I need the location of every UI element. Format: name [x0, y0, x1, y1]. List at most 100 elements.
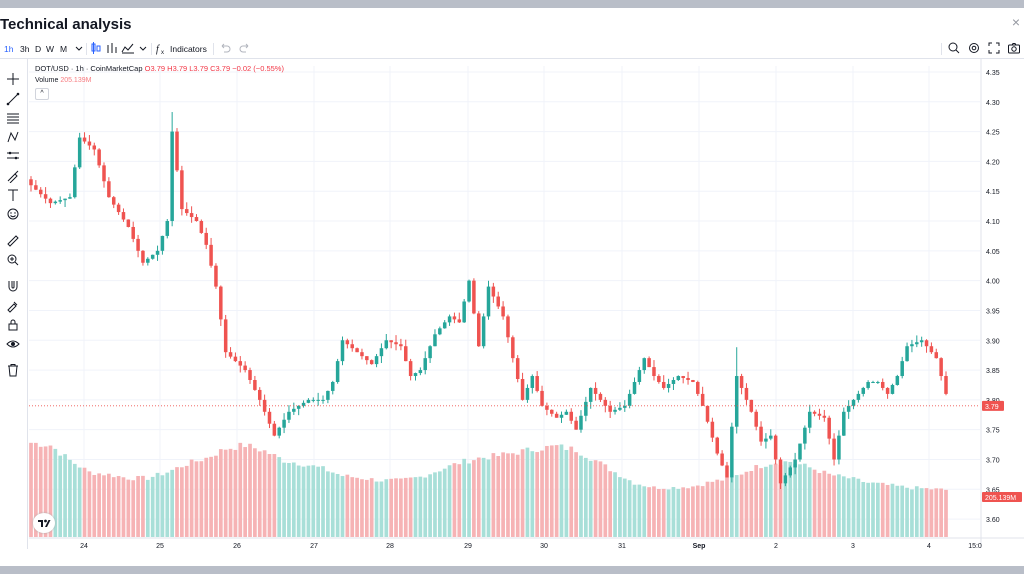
candle-body: [355, 348, 359, 353]
volume-bar: [291, 462, 296, 537]
price-tick-label: 4.20: [986, 159, 1000, 166]
interval-w[interactable]: W: [46, 44, 55, 54]
volume-bar: [618, 477, 622, 537]
candle-body: [374, 356, 379, 365]
trend-line-icon[interactable]: [6, 92, 20, 106]
candle-body: [686, 378, 690, 380]
lock-icon[interactable]: [6, 318, 20, 332]
volume-bar: [583, 457, 588, 537]
candle-body: [413, 373, 418, 377]
volume-bar: [428, 474, 432, 537]
chart-type-icon[interactable]: [121, 41, 135, 55]
candle-body: [345, 340, 350, 345]
time-tick-label: 31: [618, 543, 626, 550]
candle-body: [705, 405, 710, 422]
candle-body: [885, 387, 890, 394]
settings-icon[interactable]: [967, 41, 981, 55]
candle-body: [783, 475, 788, 484]
volume-bar: [326, 471, 330, 537]
candle-body: [734, 376, 739, 427]
candle-body: [34, 185, 38, 190]
interval-d[interactable]: D: [35, 44, 42, 54]
chevron-down-icon[interactable]: [136, 41, 150, 55]
candle-body: [627, 393, 632, 406]
time-tick-label: 24: [80, 543, 88, 550]
indicators-button[interactable]: Indicators: [170, 44, 207, 54]
magnet-icon[interactable]: [6, 279, 20, 293]
eye-icon[interactable]: [6, 337, 20, 351]
volume-bar: [686, 488, 690, 537]
volume-bar: [311, 465, 316, 537]
price-tick-label: 3.65: [986, 487, 1000, 494]
candle-body: [910, 344, 914, 347]
volume-bar: [613, 472, 617, 537]
volume-bar: [812, 469, 817, 537]
candle-body: [165, 221, 170, 236]
close-icon[interactable]: ×: [1011, 14, 1020, 30]
volume-bar: [545, 445, 549, 537]
volume-bar: [136, 476, 140, 537]
prediction-icon[interactable]: [6, 149, 20, 163]
camera-icon[interactable]: [1007, 41, 1021, 55]
volume-bar: [705, 481, 710, 537]
undo-icon[interactable]: [218, 41, 232, 55]
volume-bar: [666, 489, 671, 537]
candle-body: [180, 170, 184, 210]
interval-1h[interactable]: 1h: [4, 44, 14, 54]
candle-body: [637, 370, 642, 382]
trash-icon[interactable]: [6, 363, 20, 377]
candles-icon[interactable]: [89, 41, 103, 55]
volume-bar: [63, 454, 67, 537]
stay-in-drawing-mode-icon[interactable]: [6, 299, 20, 313]
compare-icon[interactable]: [105, 41, 119, 55]
volume-bar: [72, 463, 77, 537]
interval-3h[interactable]: 3h: [20, 44, 30, 54]
candle-body: [759, 426, 763, 442]
candle-body: [924, 340, 929, 347]
candle-body: [564, 411, 569, 415]
ruler-icon[interactable]: [6, 234, 20, 248]
volume-bar: [734, 475, 739, 537]
volume-bar: [846, 478, 851, 537]
chevron-down-icon[interactable]: [72, 41, 86, 55]
pattern-icon[interactable]: [6, 130, 20, 144]
emoji-icon[interactable]: [6, 207, 20, 221]
volume-bar: [262, 450, 267, 537]
candle-body: [433, 334, 437, 347]
candle-body: [593, 387, 598, 394]
crosshair-icon[interactable]: [6, 72, 20, 86]
fib-retracement-icon[interactable]: [6, 111, 20, 125]
candle-body: [807, 411, 812, 428]
candle-body: [491, 286, 496, 297]
candle-body: [394, 342, 398, 345]
redo-icon[interactable]: [238, 41, 252, 55]
zoom-in-icon[interactable]: [6, 253, 20, 267]
volume-bar: [866, 482, 870, 537]
volume-bar: [525, 447, 530, 537]
collapse-legend-button[interactable]: ^: [35, 88, 49, 100]
interval-m[interactable]: M: [60, 44, 68, 54]
volume-bar: [364, 479, 369, 537]
volume-bar: [622, 478, 627, 537]
volume-bar: [739, 474, 744, 537]
text-icon[interactable]: [6, 188, 20, 202]
volume-bar: [447, 465, 452, 537]
volume-bar: [876, 482, 880, 537]
last-price-tag-label: 3.79: [985, 404, 999, 411]
svg-text:f: f: [156, 44, 160, 55]
brush-icon[interactable]: [6, 169, 20, 183]
fullscreen-icon[interactable]: [987, 41, 1001, 55]
candle-body: [866, 381, 870, 388]
candle-body: [851, 399, 856, 406]
time-tick-label: 3: [851, 543, 855, 550]
volume-bar: [374, 481, 379, 537]
candle-body: [369, 360, 374, 365]
volume-bar: [501, 452, 505, 537]
quick-search-icon[interactable]: [947, 41, 961, 55]
volume-bar: [457, 464, 462, 537]
candle-body: [657, 376, 661, 382]
candle-body: [408, 361, 413, 377]
candle-body: [764, 438, 768, 442]
